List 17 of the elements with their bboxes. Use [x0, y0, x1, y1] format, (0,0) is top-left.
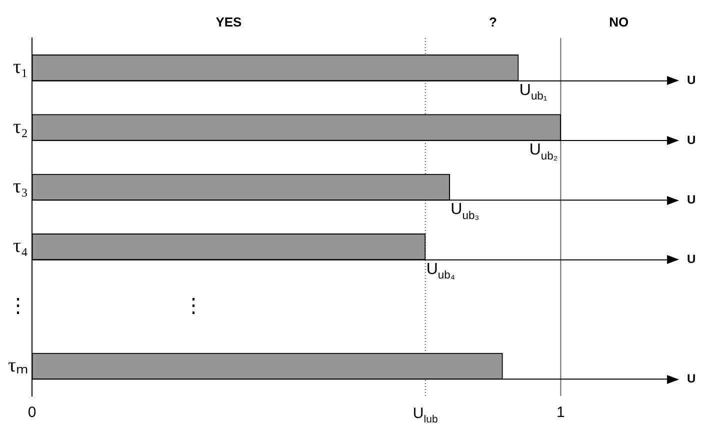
- y-tick-label: τ₃: [13, 175, 28, 198]
- text: U: [687, 192, 696, 206]
- text: U: [687, 132, 696, 147]
- text: U: [687, 371, 696, 386]
- y-tick-label: τₘ: [8, 354, 28, 376]
- text: ?: [489, 14, 498, 30]
- text: U: [687, 252, 696, 266]
- y-tick-label: τ₂: [13, 116, 28, 138]
- x-tick-label: 1: [556, 404, 565, 422]
- annotation: ⋮: [183, 295, 204, 318]
- text: YES: [216, 14, 242, 30]
- x-axis-title: U: [687, 73, 696, 88]
- y-tick-label: τ₄: [13, 235, 28, 258]
- x-tick-label: 0: [28, 404, 36, 422]
- y-tick-label: ⋮: [8, 294, 28, 317]
- y-tick-label: τ₁: [13, 56, 28, 78]
- text: NO: [609, 14, 629, 30]
